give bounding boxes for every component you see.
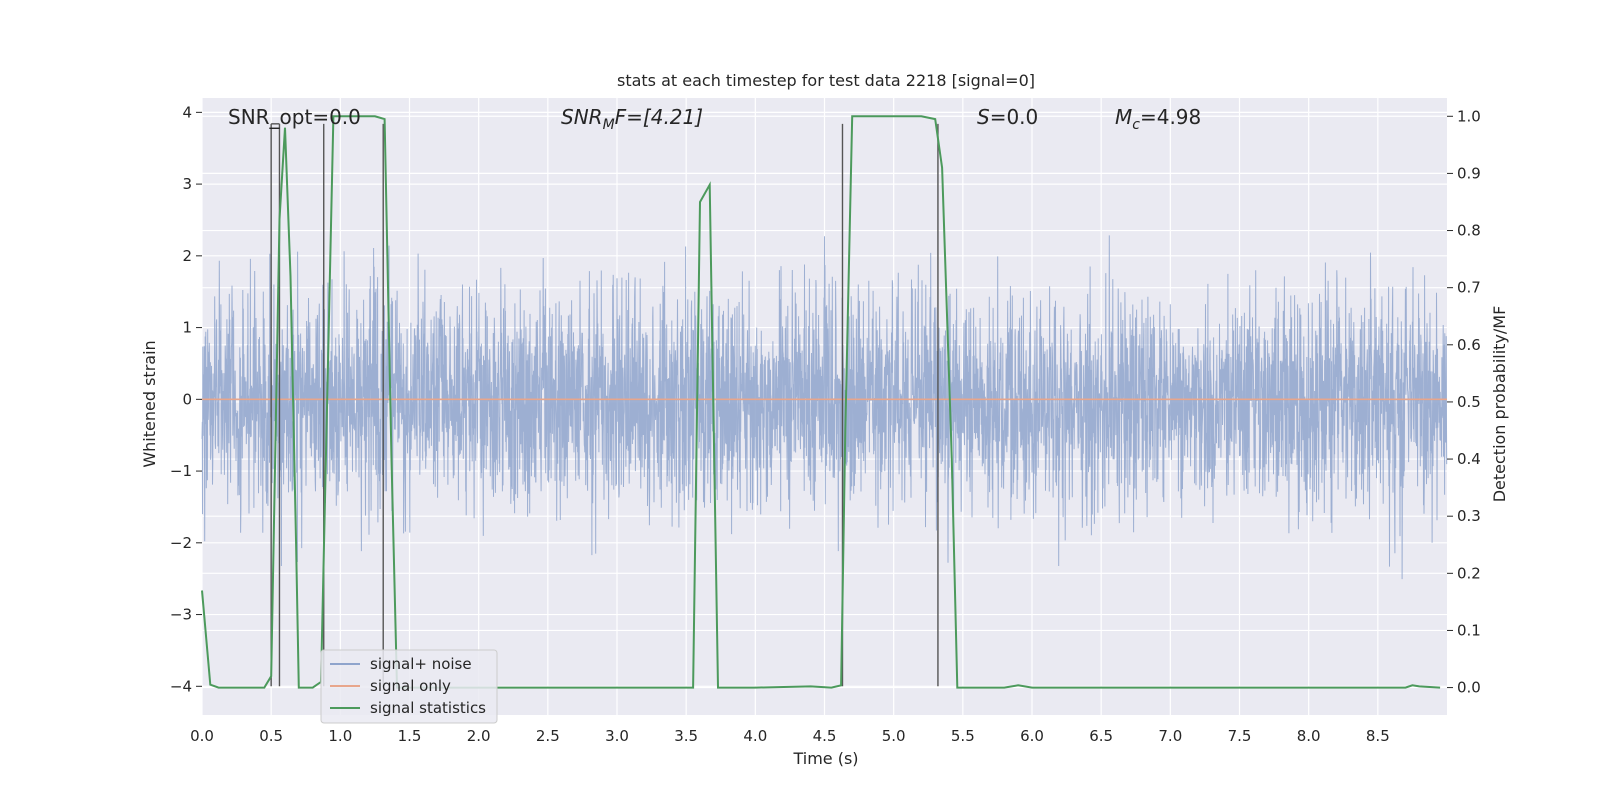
y-tick-label: 1 <box>182 319 192 337</box>
y-tick-label: −1 <box>170 462 192 480</box>
x-axis-label: Time (s) <box>792 749 858 768</box>
y-tick-label: 2 <box>182 247 192 265</box>
legend-label-signal-only: signal only <box>370 677 451 695</box>
x-tick-label: 2.5 <box>536 727 560 745</box>
y2-tick-label: 0.1 <box>1457 621 1481 639</box>
x-tick-label: 4.5 <box>813 727 837 745</box>
y2-tick-label: 0.2 <box>1457 564 1481 582</box>
legend: signal+ noise signal only signal statist… <box>320 649 498 724</box>
y-tick-label: 0 <box>182 390 192 408</box>
x-tick-label: 7.0 <box>1158 727 1182 745</box>
x-tick-label: 2.0 <box>467 727 491 745</box>
x-tick-label: 0.5 <box>259 727 283 745</box>
y-tick-label: −4 <box>170 677 192 695</box>
annotation-snr-mf-value: F=[4.21] <box>615 105 703 129</box>
annotation-snr-mf: SNRMF=[4.21] <box>561 105 703 133</box>
y2-tick-label: 0.4 <box>1457 450 1481 468</box>
y-axis-label: Whitened strain <box>140 340 159 467</box>
y2-axis-label: Detection probability/MF <box>1490 306 1509 503</box>
y-tick-label: −2 <box>170 534 192 552</box>
annotation-mc-subscript: c <box>1132 117 1140 133</box>
x-tick-label: 7.5 <box>1228 727 1252 745</box>
x-tick-label: 5.0 <box>882 727 906 745</box>
y2-tick-label: 0.7 <box>1457 279 1481 297</box>
y2-tick-label: 0.0 <box>1457 679 1481 697</box>
y-tick-label: −3 <box>170 606 192 624</box>
y2-tick-label: 1.0 <box>1457 107 1481 125</box>
x-tick-label: 3.0 <box>605 727 629 745</box>
x-tick-label: 3.5 <box>674 727 698 745</box>
legend-label-signal-noise: signal+ noise <box>370 655 472 673</box>
annotation-snr-opt: SNR_opt=0.0 <box>228 105 361 129</box>
y-tick-label: 4 <box>182 103 192 121</box>
annotation-mc-value: =4.98 <box>1140 105 1201 129</box>
chart-title: stats at each timestep for test data 221… <box>617 71 1035 90</box>
y2-tick-label: 0.9 <box>1457 164 1481 182</box>
legend-box <box>320 649 498 724</box>
y2-tick-label: 0.5 <box>1457 393 1481 411</box>
x-tick-label: 1.5 <box>398 727 422 745</box>
series-signal-statistics <box>201 115 1441 689</box>
y2-tick-label: 0.6 <box>1457 336 1481 354</box>
annotation-snr-mf-subscript: M <box>603 117 615 133</box>
x-tick-label: 6.0 <box>1020 727 1044 745</box>
x-tick-label: 6.5 <box>1089 727 1113 745</box>
annotation-snr-mf-symbol: SNR <box>561 105 603 129</box>
x-tick-label: 1.0 <box>328 727 352 745</box>
y-tick-label: 3 <box>182 175 192 193</box>
y2-tick-label: 0.8 <box>1457 222 1481 240</box>
y2-tick-label: 0.3 <box>1457 507 1481 525</box>
annotation-mc: Mc=4.98 <box>1115 105 1201 133</box>
annotation-s-symbol: S <box>977 105 990 129</box>
axes: 0.0 0.5 1.0 1.5 2.0 2.5 3.0 3.5 4.0 4.5 5.0 5.5 6.0 6… <box>170 103 1481 745</box>
annotation-mc-symbol: M <box>1115 105 1132 129</box>
x-tick-label: 8.5 <box>1366 727 1390 745</box>
series-signal-noise <box>201 235 1448 580</box>
x-tick-label: 5.5 <box>951 727 975 745</box>
x-tick-label: 4.0 <box>743 727 767 745</box>
x-tick-label: 0.0 <box>190 727 214 745</box>
data-layer <box>201 115 1448 689</box>
annotation-s: S=0.0 <box>977 105 1038 129</box>
annotation-s-value: =0.0 <box>990 105 1039 129</box>
legend-label-signal-statistics: signal statistics <box>370 699 486 717</box>
x-tick-label: 8.0 <box>1297 727 1321 745</box>
